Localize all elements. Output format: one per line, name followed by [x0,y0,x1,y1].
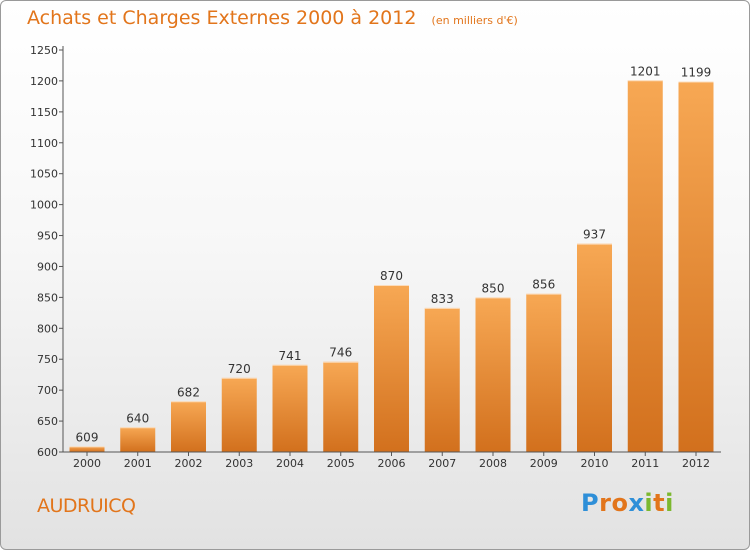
data-label: 937 [583,228,606,242]
data-label: 720 [228,362,251,376]
bar [69,446,105,452]
bar [171,401,206,452]
data-label: 682 [177,385,200,399]
logo-letter: x [628,489,645,517]
bar [374,285,409,452]
y-tick-label: 1050 [30,168,58,181]
y-tick-label: 850 [37,291,58,304]
x-tick-label: 2012 [682,457,710,470]
data-label: 850 [482,281,505,295]
bar [323,361,359,452]
logo-letter: r [599,489,612,517]
y-tick-label: 800 [37,322,58,335]
chart-subtitle: (en milliers d'€) [431,14,518,27]
y-tick-label: 600 [37,446,58,459]
bar [577,243,612,452]
x-tick-label: 2010 [581,457,609,470]
x-tick-label: 2007 [428,457,456,470]
bar [526,293,562,452]
logo-letter: i [644,489,654,517]
x-tick-label: 2004 [276,457,304,470]
y-tick-label: 700 [37,384,58,397]
x-tick-label: 2005 [327,457,355,470]
city-name: AUDRUICQ [37,495,136,517]
x-tick-label: 2008 [479,457,507,470]
bar [272,364,308,452]
data-label: 1199 [681,66,712,80]
bar [424,307,460,452]
y-tick-label: 1150 [30,106,58,119]
data-label: 746 [329,346,352,360]
bar [627,80,663,452]
chart-title: Achats et Charges Externes 2000 à 2012 [27,7,417,29]
logo-letter: P [581,489,600,517]
data-label: 609 [76,430,99,444]
x-tick-label: 2009 [530,457,558,470]
data-label: 1201 [630,64,661,78]
x-tick-label: 2002 [175,457,203,470]
ticks-layer: 600 650 700 750 800 850 900 950 1000 1050 1100 1150… [30,44,710,470]
y-tick-label: 1000 [30,199,58,212]
y-tick-label: 1200 [30,75,58,88]
bar [120,427,156,452]
logo-letter: o [611,489,629,517]
bar [221,377,257,452]
x-tick-label: 2011 [631,457,659,470]
chart-title-block: Achats et Charges Externes 2000 à 2012 (… [27,7,518,29]
axes-layer [62,46,721,453]
logo-letter: i [665,489,674,517]
bar [678,81,714,453]
x-tick-label: 2006 [378,457,406,470]
y-tick-label: 650 [37,415,58,428]
y-tick-label: 1250 [30,44,58,57]
logo-letter: t [653,489,666,517]
bar [475,297,511,452]
x-tick-label: 2003 [225,457,253,470]
proxiti-logo: Proxiti [581,489,674,517]
y-tick-label: 900 [37,260,58,273]
bars-layer [69,80,714,453]
x-tick-label: 2001 [124,457,152,470]
data-labels-layer: 609 640 682 720 741 746 870 833 850 856 937 1201 119… [76,64,712,444]
data-label: 856 [532,278,555,292]
y-tick-label: 950 [37,230,58,243]
data-label: 870 [380,269,403,283]
data-label: 741 [279,349,302,363]
data-label: 833 [431,292,454,306]
y-tick-label: 750 [37,353,58,366]
y-tick-label: 1100 [30,137,58,150]
data-label: 640 [126,411,149,425]
x-tick-label: 2000 [73,457,101,470]
